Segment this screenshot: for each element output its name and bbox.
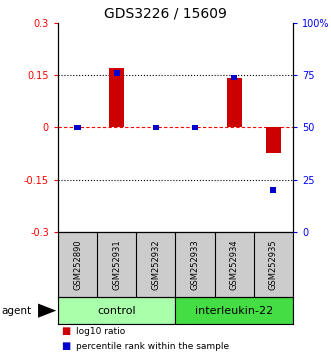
Text: ■: ■ [61, 342, 71, 352]
Text: GSM252935: GSM252935 [269, 239, 278, 290]
Bar [109, 68, 124, 127]
Bar [58, 297, 175, 324]
Bar [175, 297, 293, 324]
Bar [227, 78, 242, 127]
Bar [231, 75, 237, 80]
Text: ■: ■ [61, 326, 71, 336]
Text: log10 ratio: log10 ratio [76, 327, 125, 336]
Bar [74, 125, 81, 130]
Text: GSM252934: GSM252934 [230, 239, 239, 290]
Bar [266, 127, 281, 153]
Bar [153, 125, 159, 130]
Polygon shape [38, 303, 56, 318]
Text: GSM252933: GSM252933 [191, 239, 200, 290]
Text: interleukin-22: interleukin-22 [195, 306, 273, 316]
Text: agent: agent [2, 306, 32, 316]
Text: percentile rank within the sample: percentile rank within the sample [76, 342, 229, 351]
Text: GDS3226 / 15609: GDS3226 / 15609 [104, 7, 227, 21]
Text: GSM252932: GSM252932 [151, 239, 160, 290]
Bar [270, 187, 276, 193]
Bar [114, 70, 120, 76]
Text: GSM252931: GSM252931 [112, 239, 121, 290]
Text: control: control [97, 306, 136, 316]
Bar [192, 125, 198, 130]
Text: GSM252890: GSM252890 [73, 239, 82, 290]
